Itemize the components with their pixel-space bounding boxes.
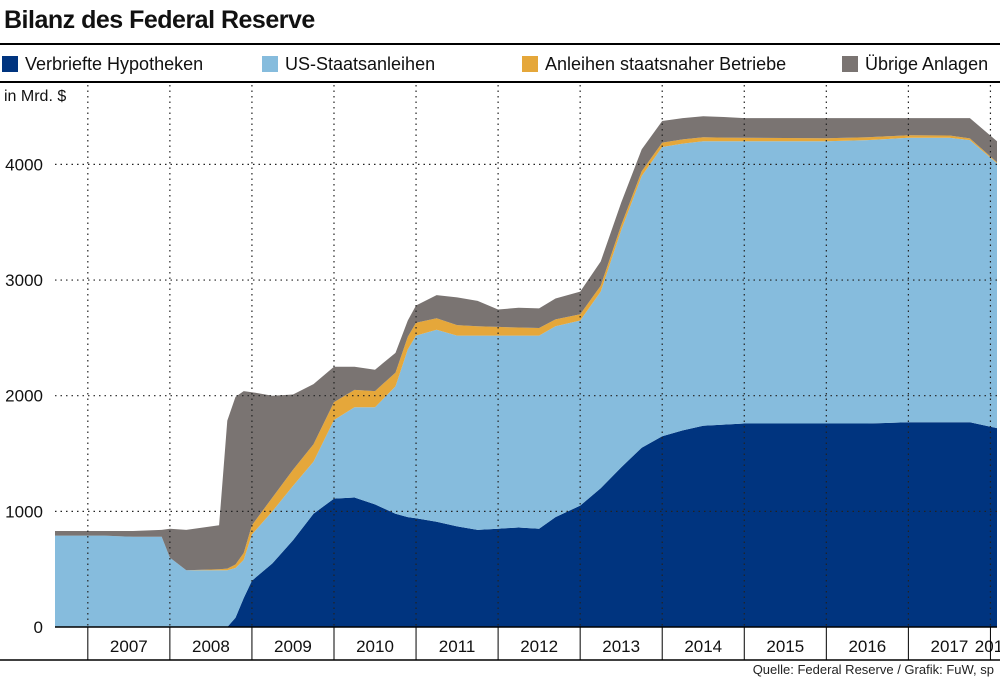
source-note: Quelle: Federal Reserve / Grafik: FuW, s… — [752, 662, 994, 677]
legend-label-mortgage: Verbriefte Hypotheken — [25, 53, 204, 74]
legend: Verbriefte Hypotheken US-Staatsanleihen … — [0, 50, 1000, 78]
x-tick-label: 2017 — [930, 637, 968, 656]
legend-item-treasuries: US-Staatsanleihen — [262, 50, 435, 78]
area-brige-anlagen — [55, 116, 997, 571]
legend-label-treasuries: US-Staatsanleihen — [285, 53, 436, 74]
y-tick-label: 4000 — [5, 155, 43, 174]
x-tick-label: 2015 — [766, 637, 804, 656]
x-tick-label: 2008 — [192, 637, 230, 656]
y-tick-label: 0 — [34, 618, 43, 637]
legend-swatch-other — [842, 56, 858, 72]
legend-swatch-mortgage — [2, 56, 18, 72]
legend-item-agency: Anleihen staatsnaher Betriebe — [522, 50, 786, 78]
legend-label-agency: Anleihen staatsnaher Betriebe — [545, 53, 787, 74]
legend-swatch-treasuries — [262, 56, 278, 72]
x-tick-label: 2009 — [274, 637, 312, 656]
chart-title: Bilanz des Federal Reserve — [4, 6, 315, 34]
y-tick-label: 1000 — [5, 502, 43, 521]
area-verbriefte-hypotheken — [55, 422, 997, 627]
y-tick-label: 3000 — [5, 271, 43, 290]
legend-item-other: Übrige Anlagen — [842, 50, 988, 78]
title-rule — [0, 43, 1000, 45]
x-tick-label: 2014 — [684, 637, 722, 656]
legend-swatch-agency — [522, 56, 538, 72]
y-tick-label: 2000 — [5, 387, 43, 406]
legend-label-other: Übrige Anlagen — [865, 53, 989, 74]
legend-item-mortgage: Verbriefte Hypotheken — [2, 50, 203, 78]
x-tick-label: 2016 — [848, 637, 886, 656]
x-tick-label: 2011 — [439, 637, 476, 656]
x-tick-label: 2012 — [520, 637, 558, 656]
x-tick-label: 2010 — [356, 637, 394, 656]
x-tick-label: 2013 — [602, 637, 640, 656]
x-tick-label: 2018 — [975, 637, 1000, 656]
x-tick-label: 2007 — [110, 637, 148, 656]
legend-rule — [0, 81, 1000, 83]
y-unit-label: in Mrd. $ — [4, 88, 67, 105]
area-us-staatsanleihen — [55, 137, 997, 628]
